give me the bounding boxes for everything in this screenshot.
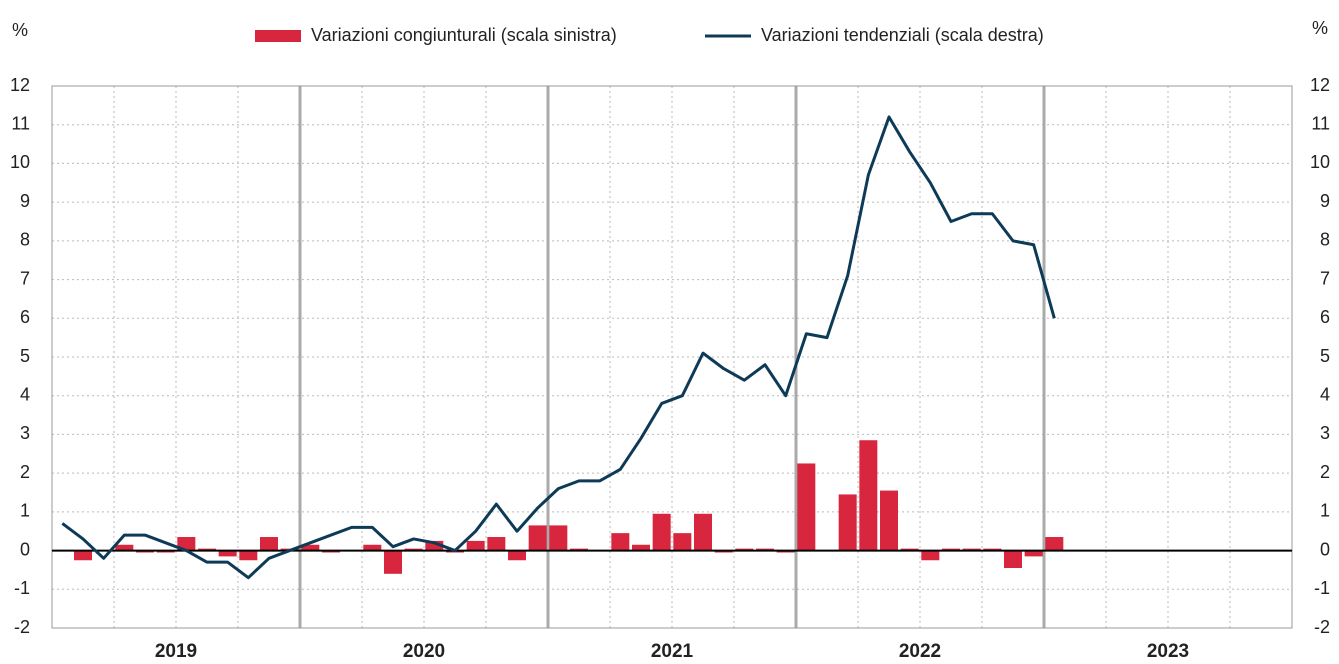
- bar: [611, 533, 630, 551]
- bar: [880, 490, 898, 551]
- y-tick-label: 0: [20, 539, 30, 559]
- bar: [694, 513, 712, 551]
- bar: [1024, 550, 1043, 557]
- bar: [838, 494, 857, 551]
- y-tick-label: 4: [20, 384, 30, 404]
- bar: [1045, 537, 1064, 551]
- x-tick-label: 2023: [1147, 641, 1189, 662]
- y2-tick-label: 5: [1320, 346, 1330, 366]
- bar: [260, 537, 278, 551]
- bar: [549, 525, 568, 551]
- bar: [301, 544, 320, 551]
- y-tick-label: 1: [20, 501, 30, 521]
- y2-tick-label: 0: [1320, 539, 1330, 559]
- y-tick-label: 9: [20, 191, 30, 211]
- y2-tick-label: 11: [1311, 113, 1330, 133]
- y2-tick-label: -2: [1314, 617, 1330, 637]
- y2-tick-label: 4: [1320, 384, 1330, 404]
- x-tick-label: 2019: [155, 641, 197, 662]
- bar: [1004, 550, 1022, 568]
- y2-tick-label: 3: [1320, 423, 1330, 443]
- y2-tick-label: 8: [1320, 230, 1330, 250]
- x-tick-label: 2022: [899, 641, 941, 662]
- y-tick-label: 8: [20, 230, 30, 250]
- line: [61, 115, 1056, 580]
- y-axis-label: %: [12, 20, 28, 40]
- bar: [652, 513, 671, 551]
- y2-axis-label: %: [1312, 18, 1328, 38]
- y-tick-label: 5: [20, 346, 30, 366]
- y-tick-label: 6: [20, 307, 30, 327]
- legend-label: Variazioni tendenziali (scala destra): [761, 25, 1044, 45]
- y2-tick-label: 9: [1320, 191, 1330, 211]
- y2-tick-label: 10: [1310, 152, 1330, 172]
- bar: [177, 537, 196, 551]
- bar: [218, 550, 237, 557]
- y2-tick-label: 7: [1320, 268, 1330, 288]
- bar: [921, 550, 940, 561]
- bar: [384, 550, 402, 574]
- legend-label: Variazioni congiunturali (scala sinistra…: [311, 25, 617, 45]
- y-tick-label: 10: [10, 152, 30, 172]
- y-tick-label: 7: [20, 268, 30, 288]
- y2-tick-label: -1: [1314, 578, 1330, 598]
- y-tick-label: 3: [20, 423, 30, 443]
- y-tick-label: -1: [14, 578, 30, 598]
- bar: [673, 533, 692, 551]
- y2-tick-label: 1: [1320, 501, 1330, 521]
- bar: [859, 440, 878, 551]
- x-tick-label: 2020: [403, 641, 445, 662]
- bar: [466, 540, 485, 551]
- bar: [487, 537, 506, 551]
- bar: [363, 544, 382, 551]
- bar: [797, 463, 816, 551]
- x-tick-label: 2021: [651, 641, 694, 662]
- bar: [632, 544, 650, 551]
- y2-tick-label: 2: [1320, 462, 1330, 482]
- bar: [528, 525, 547, 551]
- y-tick-label: 12: [10, 75, 30, 95]
- bar: [425, 540, 444, 551]
- bar: [115, 544, 134, 551]
- legend-swatch: [255, 30, 301, 42]
- y2-tick-label: 12: [1310, 75, 1330, 95]
- plot-border: [51, 85, 1293, 629]
- y-tick-label: 2: [20, 462, 30, 482]
- y-tick-label: 11: [11, 113, 30, 133]
- bar: [508, 550, 526, 561]
- y-tick-label: -2: [14, 617, 30, 637]
- bar: [74, 550, 92, 561]
- y2-tick-label: 6: [1320, 307, 1330, 327]
- bar: [239, 550, 258, 561]
